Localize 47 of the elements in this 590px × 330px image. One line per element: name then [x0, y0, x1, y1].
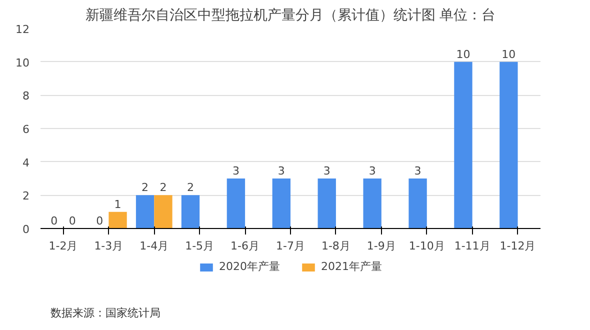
bar: [108, 212, 127, 228]
bar: [454, 62, 472, 228]
y-tick-label: 8: [22, 90, 30, 103]
y-tick-label: 10: [16, 56, 30, 70]
data-label: 3: [232, 164, 240, 178]
bar: [154, 195, 172, 228]
data-label: 0: [50, 214, 58, 228]
x-tick-label: 1-2月: [48, 240, 78, 252]
data-label: 2: [160, 181, 167, 194]
x-tick-label: 1-4月: [140, 240, 169, 252]
data-label: 3: [368, 164, 376, 178]
chart-title: 新疆维吾尔自治区中型拖拉机产量分月（累计值）统计图 单位：台: [85, 8, 496, 24]
legend-label: 2021年产量: [321, 259, 382, 274]
source-note: 数据来源：国家统计局: [50, 306, 160, 320]
y-tick-label: 4: [22, 156, 30, 170]
data-label: 0: [96, 214, 104, 228]
bar: [408, 178, 427, 228]
x-tick-label: 1-3月: [94, 240, 124, 252]
x-tick-label: 1-10月: [408, 240, 445, 252]
bar: [181, 195, 200, 228]
data-label: 3: [323, 164, 330, 178]
y-tick-label: 0: [22, 223, 30, 236]
bar: [318, 178, 336, 228]
bar: [272, 178, 290, 228]
x-tick-label: 1-7月: [276, 240, 305, 252]
x-tick-label: 1-5月: [185, 240, 214, 252]
data-label: 2: [187, 181, 194, 194]
bar: [363, 178, 382, 228]
y-tick-label: 12: [16, 23, 30, 36]
legend-label: 2020年产量: [219, 259, 280, 274]
bar: [136, 195, 154, 228]
data-label: 10: [456, 48, 470, 61]
data-label: 0: [68, 214, 76, 228]
x-tick-label: 1-8月: [321, 240, 350, 252]
bar: [500, 62, 518, 228]
x-tick-label: 1-11月: [454, 240, 490, 252]
data-label: 3: [278, 164, 285, 178]
x-tick-label: 1-9月: [366, 240, 396, 252]
data-label: 3: [414, 164, 422, 178]
bar: [226, 178, 246, 228]
data-label: 10: [502, 48, 516, 61]
x-tick-label: 1-6月: [230, 240, 260, 252]
data-label: 1: [114, 198, 122, 211]
data-label: 2: [142, 181, 149, 194]
x-tick-label: 1-12月: [500, 240, 536, 252]
y-tick-label: 2: [22, 190, 30, 203]
y-tick-label: 6: [22, 123, 30, 136]
